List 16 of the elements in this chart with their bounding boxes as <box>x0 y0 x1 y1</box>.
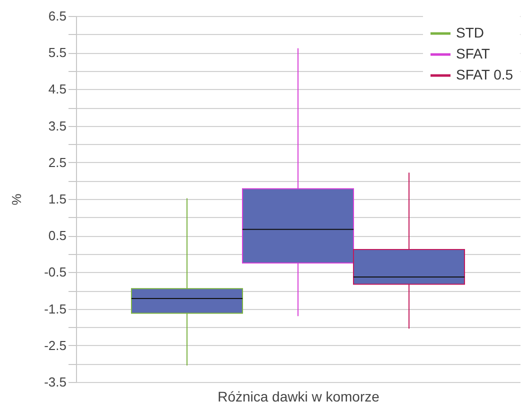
y-tick-label: 1.5 <box>48 192 66 206</box>
y-tick-label: 0.5 <box>48 228 66 244</box>
y-tick-label: -2.5 <box>44 338 66 353</box>
y-tick-label: -1.5 <box>44 301 66 316</box>
y-axis-title: % <box>9 193 24 206</box>
y-tick-label: 3.5 <box>48 118 66 134</box>
y-tick-label: -0.5 <box>44 264 66 280</box>
y-tick-label: 5.5 <box>48 45 66 60</box>
y-tick-label: 2.5 <box>48 154 66 170</box>
legend-label: SFAT 0.5 <box>456 66 514 82</box>
legend-label: STD <box>456 24 484 40</box>
y-tick-label: -3.5 <box>44 374 66 390</box>
y-tick-label: 4.5 <box>48 82 66 97</box>
x-axis-title: Różnica dawki w komorze <box>218 388 380 404</box>
y-tick-label: 6.5 <box>48 8 66 24</box>
legend-label: SFAT <box>456 46 490 62</box>
